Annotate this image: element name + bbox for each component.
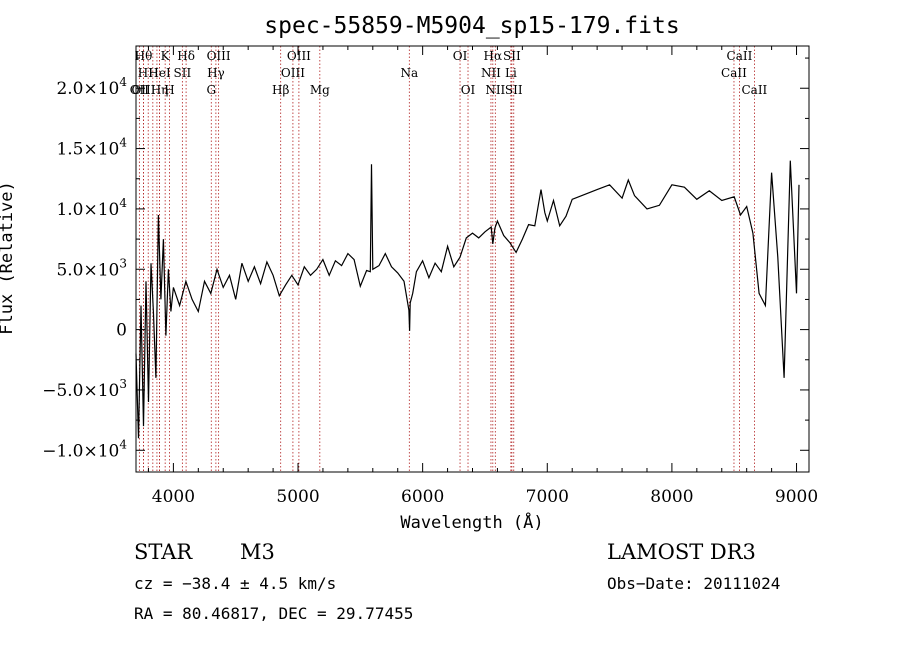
- line-label: Mg: [310, 83, 330, 97]
- x-tick-label: 4000: [152, 487, 195, 507]
- spectrum-line: [135, 160, 800, 439]
- x-axis-label: Wavelength (Å): [400, 511, 543, 533]
- line-label: OIII: [207, 49, 231, 63]
- line-label: OIII: [287, 49, 311, 63]
- line-label: NII: [485, 83, 505, 97]
- y-tick-label: 1.5×104: [56, 136, 127, 160]
- y-tick-label: −1.0×104: [42, 437, 127, 461]
- x-tick-label: 8000: [650, 487, 693, 507]
- line-label: HH: [138, 66, 159, 80]
- object-subclass: M3: [240, 540, 275, 564]
- y-axis-label: Flux (Relative): [0, 181, 17, 335]
- line-label: OII: [130, 83, 150, 97]
- y-tick-label: 0: [116, 321, 127, 341]
- line-label: CaII: [721, 66, 747, 80]
- y-tick-label: 1.0×104: [56, 196, 127, 220]
- line-label: G: [206, 83, 216, 97]
- redshift-cz: cz = −38.4 ± 4.5 km/s: [134, 574, 336, 593]
- line-label: K: [161, 49, 171, 63]
- line-label: OIII: [281, 66, 305, 80]
- line-label: OI: [453, 49, 468, 63]
- line-label: Hθ: [135, 49, 153, 63]
- survey-name: LAMOST DR3: [607, 540, 756, 564]
- spectrum-series: [135, 160, 800, 439]
- ra-dec: RA = 80.46817, DEC = 29.77455: [134, 604, 413, 623]
- line-label: Hα: [484, 49, 503, 63]
- x-axis-ticks: 4000 5000 6000 7000 8000 9000: [147, 46, 818, 507]
- observation-date: Obs−Date: 20111024: [607, 574, 780, 593]
- spectral-line-labels: OIIHθOIIIHHHeIHηKHSIIHδGHγOIIIHβOIIIOIII…: [130, 49, 768, 97]
- line-label: Hδ: [177, 49, 195, 63]
- line-label: SII: [174, 66, 192, 80]
- y-axis-ticks: −1.0×104 −5.0×103 0 5.0×103 1.0×104 1.5×104 2.…: [42, 57, 809, 461]
- line-label: SII: [503, 49, 521, 63]
- x-tick-label: 6000: [401, 487, 444, 507]
- line-label: H: [164, 83, 174, 97]
- line-label: Hγ: [207, 66, 225, 80]
- object-class: STAR: [134, 540, 193, 564]
- line-label: CaII: [741, 83, 767, 97]
- line-label: OIII: [131, 83, 155, 97]
- chart-title: spec-55859-M5904_sp15-179.fits: [264, 13, 679, 39]
- x-tick-label: 5000: [276, 487, 319, 507]
- line-label: Na: [400, 66, 418, 80]
- x-tick-label: 7000: [526, 487, 569, 507]
- spectral-line-markers: [138, 46, 755, 472]
- line-label: CaII: [727, 49, 753, 63]
- y-tick-label: 5.0×103: [56, 256, 127, 280]
- line-label: Hη: [151, 83, 169, 97]
- line-label: HeI: [148, 66, 171, 80]
- line-label: OI: [461, 83, 476, 97]
- line-label: Li: [505, 66, 517, 80]
- line-label: Hβ: [272, 83, 289, 97]
- x-tick-label: 9000: [775, 487, 818, 507]
- y-tick-label: 2.0×104: [56, 75, 127, 99]
- line-label: NII: [481, 66, 501, 80]
- plot-frame: [135, 45, 810, 473]
- line-label: SII: [505, 83, 523, 97]
- y-tick-label: −5.0×103: [42, 377, 127, 401]
